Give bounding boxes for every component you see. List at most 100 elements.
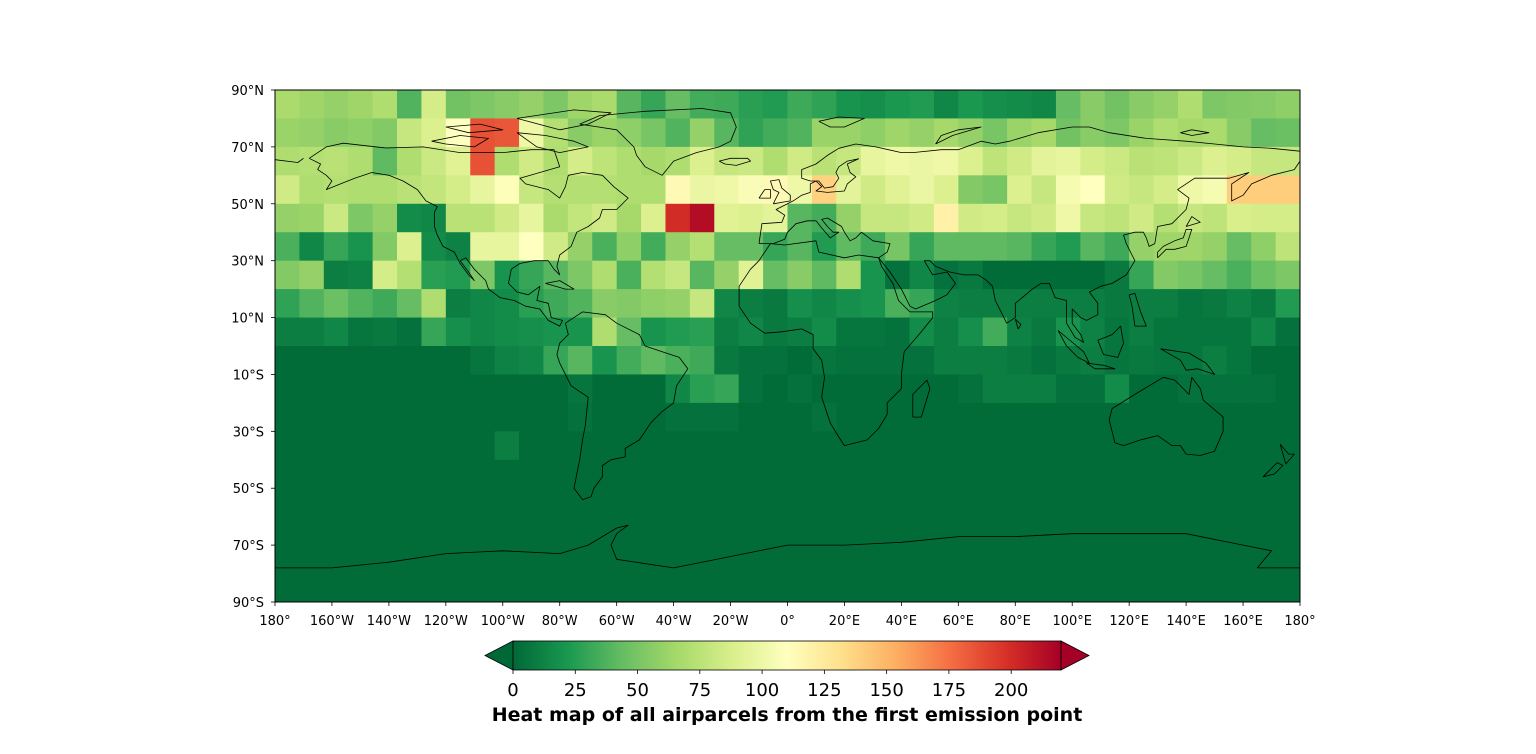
heat-cell: [641, 317, 667, 347]
heat-cell: [1153, 459, 1179, 489]
heat-cell: [1080, 289, 1106, 319]
heat-cell: [323, 488, 349, 518]
heat-cell: [763, 232, 789, 262]
heat-cell: [567, 488, 593, 518]
heat-cell: [1007, 573, 1033, 602]
heat-cell: [299, 573, 325, 602]
heat-cell: [787, 260, 813, 290]
coastline: [1279, 443, 1295, 465]
heat-cell: [567, 260, 593, 290]
colorbar-tick-label: 150: [869, 680, 903, 701]
heat-cell: [738, 346, 764, 376]
heat-cell: [860, 260, 886, 290]
heat-cell: [1251, 431, 1277, 461]
x-tick-label: 80°W: [542, 614, 578, 629]
heat-cell: [519, 203, 545, 233]
heat-cell: [1226, 516, 1252, 546]
heat-cell: [1275, 289, 1300, 319]
heat-cell: [494, 402, 520, 432]
heat-cell: [616, 573, 642, 602]
heat-cell: [665, 573, 691, 602]
y-tick-label: 50°S: [233, 482, 264, 497]
heat-cell: [982, 118, 1008, 148]
heat-cell: [397, 118, 423, 148]
heat-cell: [299, 118, 325, 148]
heat-cell: [958, 90, 984, 120]
heat-cell: [1007, 317, 1033, 347]
heat-cell: [933, 232, 959, 262]
heat-cell: [1226, 146, 1252, 176]
heat-cell: [689, 488, 715, 518]
heat-cell: [1055, 118, 1081, 148]
heat-cell: [1007, 545, 1033, 575]
heat-cell: [1129, 175, 1155, 205]
heat-cell: [323, 118, 349, 148]
heat-cell: [1226, 118, 1252, 148]
heat-cell: [641, 488, 667, 518]
y-tick-label: 50°N: [231, 198, 264, 213]
heat-cell: [372, 431, 398, 461]
heat-cell: [470, 203, 496, 233]
heat-cell: [885, 175, 911, 205]
heat-cell: [836, 488, 862, 518]
heat-cell: [1202, 203, 1228, 233]
heat-cell: [616, 203, 642, 233]
heat-cell: [275, 346, 300, 376]
heat-cell: [1202, 289, 1228, 319]
heat-cell: [1177, 90, 1203, 120]
heat-cell: [665, 516, 691, 546]
heat-cell: [1153, 402, 1179, 432]
heat-cell: [519, 175, 545, 205]
heat-cell: [1080, 402, 1106, 432]
heat-cell: [567, 317, 593, 347]
heat-cell: [372, 90, 398, 120]
heat-cell: [1129, 374, 1155, 404]
heat-cell: [348, 118, 374, 148]
coastline: [719, 157, 751, 166]
heat-cell: [665, 90, 691, 120]
y-tick-label: 30°N: [231, 255, 264, 270]
heat-cell: [348, 90, 374, 120]
coastline: [738, 240, 934, 446]
heat-cell: [616, 374, 642, 404]
heat-cell: [616, 402, 642, 432]
heat-cell: [933, 203, 959, 233]
heat-cell: [1251, 118, 1277, 148]
y-tick-label: 70°N: [231, 141, 264, 156]
heat-cell: [714, 90, 740, 120]
heat-cell: [1007, 431, 1033, 461]
heat-cell: [1007, 346, 1033, 376]
coastline: [1108, 376, 1224, 456]
heat-cell: [299, 545, 325, 575]
heat-cell: [1104, 146, 1130, 176]
heat-cell: [519, 516, 545, 546]
heat-cell: [1275, 545, 1300, 575]
heat-cell: [1007, 175, 1033, 205]
heat-cell: [1251, 90, 1277, 120]
heat-cell: [592, 232, 618, 262]
heat-cell: [1055, 431, 1081, 461]
heat-cell: [982, 232, 1008, 262]
heat-cell: [1080, 317, 1106, 347]
heat-cell: [616, 488, 642, 518]
heat-cell: [665, 260, 691, 290]
heat-cell: [1104, 203, 1130, 233]
heat-cell: [1031, 146, 1057, 176]
heat-cell: [1007, 289, 1033, 319]
heat-cell: [1129, 488, 1155, 518]
heat-cell: [1153, 317, 1179, 347]
heat-cell: [738, 459, 764, 489]
x-tick-label: 140°E: [1166, 614, 1206, 629]
heat-cell: [689, 402, 715, 432]
heat-cell: [1129, 232, 1155, 262]
heat-cell: [714, 402, 740, 432]
heat-cell: [738, 90, 764, 120]
heat-cell: [299, 90, 325, 120]
heat-cell: [1080, 545, 1106, 575]
x-tick-label: 60°E: [943, 614, 974, 629]
heat-cell: [714, 289, 740, 319]
heat-cell: [787, 146, 813, 176]
heat-cell: [592, 146, 618, 176]
heat-cell: [763, 374, 789, 404]
heat-cell: [665, 317, 691, 347]
